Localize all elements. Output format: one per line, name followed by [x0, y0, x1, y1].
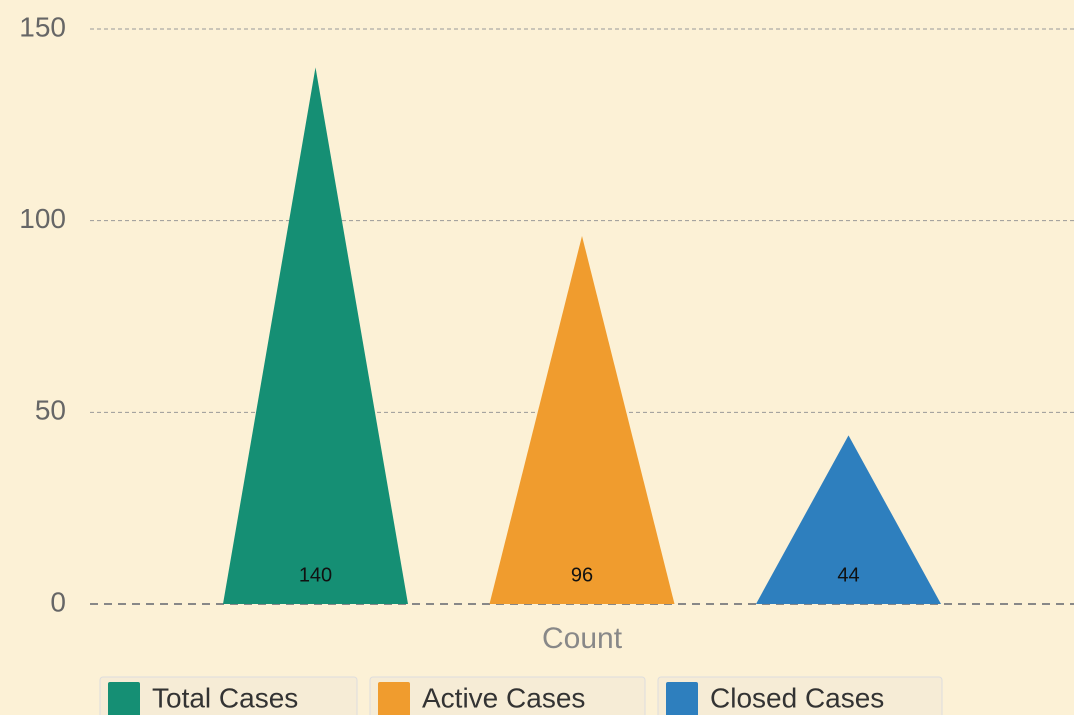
data-label: 96 [571, 564, 593, 586]
y-tick-label: 100 [19, 203, 66, 234]
bar [223, 67, 408, 605]
legend-swatch [666, 682, 698, 715]
data-label: 44 [837, 564, 859, 586]
bar [489, 236, 675, 604]
legend-item [657, 676, 943, 715]
legend-swatch [108, 682, 140, 715]
legend-label: Closed Cases [710, 682, 884, 713]
legend-swatch [378, 682, 410, 715]
legend-item [99, 676, 358, 715]
legend-item [369, 676, 646, 715]
y-tick-label: 0 [50, 586, 66, 617]
data-label: 140 [299, 564, 332, 586]
x-tick-label: Count [542, 622, 623, 655]
y-tick-label: 50 [35, 395, 66, 426]
legend-label: Active Cases [422, 682, 585, 713]
bar [756, 435, 941, 604]
y-tick-label: 150 [19, 11, 66, 42]
legend-label: Total Cases [152, 682, 298, 713]
